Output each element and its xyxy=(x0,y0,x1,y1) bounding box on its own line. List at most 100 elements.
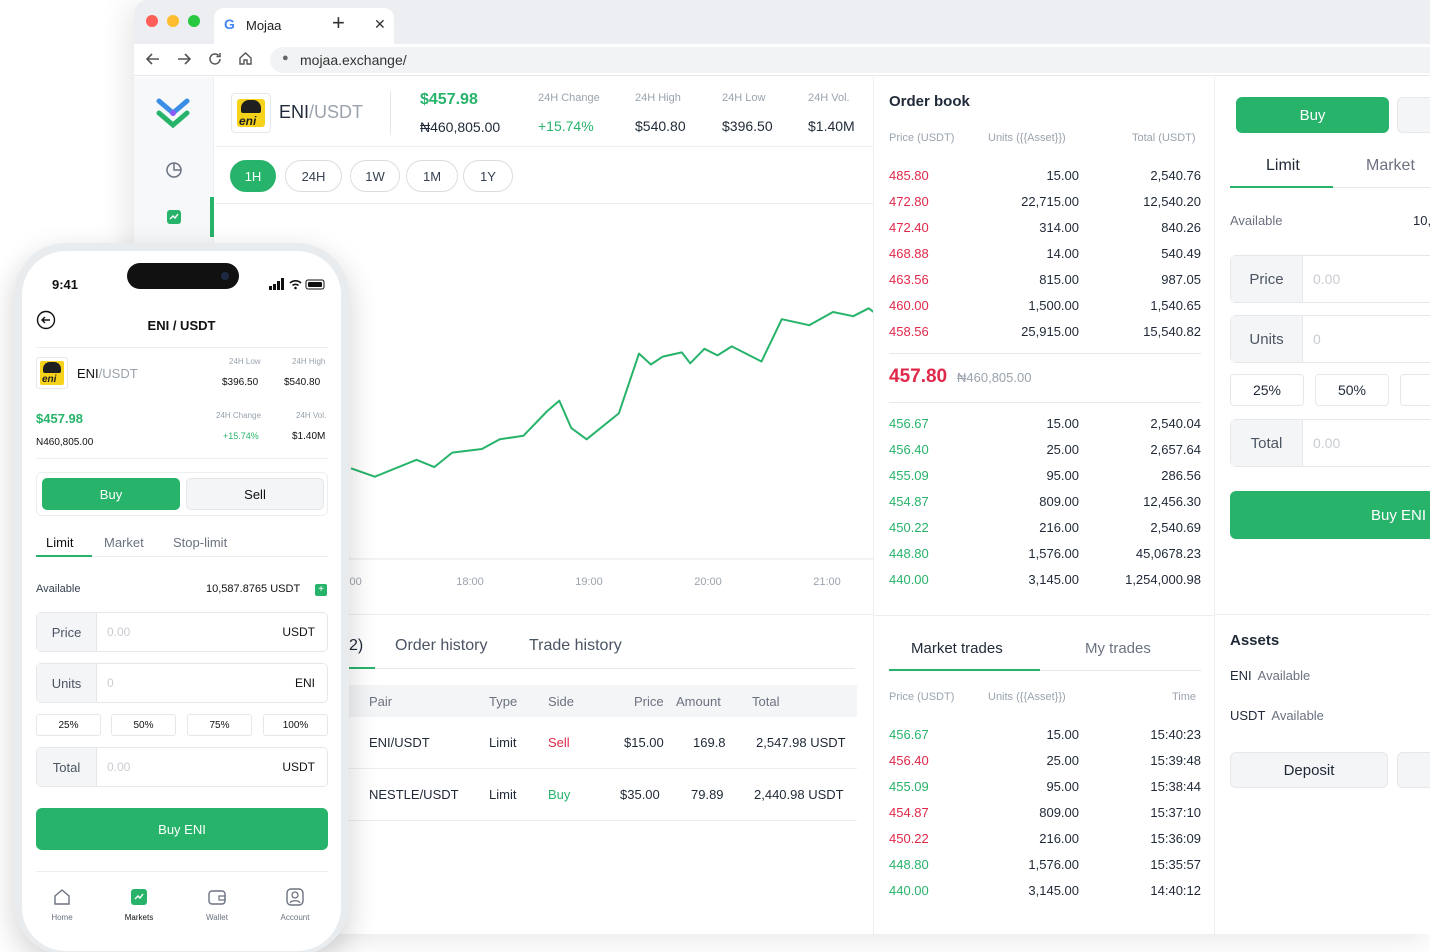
order-book: Order book Price (USDT) Units ({{Asset}}… xyxy=(873,77,1215,615)
portfolio-pie-icon[interactable] xyxy=(164,160,184,180)
url-field[interactable]: ● mojaa.exchange/ xyxy=(270,47,1430,73)
browser-tab[interactable]: G Mojaa ✕ xyxy=(214,8,394,44)
price-field[interactable]: Price 0.00 xyxy=(1230,255,1430,303)
tab-market[interactable]: Market xyxy=(1366,157,1415,174)
bid-row[interactable]: 440.00 3,145.00 1,254,000.98 xyxy=(889,567,1201,593)
tab-market-trades[interactable]: Market trades xyxy=(911,640,1003,657)
eni-logo-icon: eni xyxy=(36,357,68,389)
nav-account[interactable]: Account xyxy=(265,887,325,922)
cell-price: 472.80 xyxy=(889,194,929,209)
total-field[interactable]: Total 0.00 xyxy=(1230,419,1430,467)
forward-arrow-icon[interactable] xyxy=(177,52,191,66)
status-icons xyxy=(269,278,325,290)
sell-toggle-button[interactable] xyxy=(1397,97,1430,133)
buy-toggle-button[interactable]: Buy xyxy=(1236,97,1389,133)
percent-50-button[interactable]: 50% xyxy=(1315,374,1389,406)
page-title: ENI / USDT xyxy=(147,318,216,333)
sell-toggle-button[interactable]: Sell xyxy=(186,478,324,510)
bid-row[interactable]: 454.87 809.00 12,456.30 xyxy=(889,489,1201,515)
withdraw-button[interactable] xyxy=(1397,752,1430,788)
percent-25-button[interactable]: 25% xyxy=(36,714,101,736)
timeframe-1w[interactable]: 1W xyxy=(350,160,400,192)
reload-icon[interactable] xyxy=(208,52,222,66)
back-arrow-icon[interactable] xyxy=(36,310,56,330)
x-tick-label: 21:00 xyxy=(813,576,841,588)
percent-50-button[interactable]: 50% xyxy=(111,714,176,736)
tab-my-trades[interactable]: My trades xyxy=(1085,640,1151,657)
total-label: Total xyxy=(37,748,97,786)
percent-75-button[interactable]: 7 xyxy=(1400,374,1430,406)
trade-row[interactable]: 455.09 95.00 15:38:44 xyxy=(889,774,1201,800)
buy-eni-button[interactable]: Buy ENI xyxy=(36,808,328,850)
low-label: 24H Low xyxy=(229,357,261,366)
nav-wallet[interactable]: Wallet xyxy=(187,887,247,922)
markets-chart-icon[interactable] xyxy=(164,207,184,227)
table-row[interactable]: NESTLE/USDT Limit Buy $35.00 79.89 2,440… xyxy=(335,769,857,821)
ask-row[interactable]: 460.00 1,500.00 1,540.65 xyxy=(889,293,1201,319)
tab-market[interactable]: Market xyxy=(104,535,144,550)
trade-row[interactable]: 450.22 216.00 15:36:09 xyxy=(889,826,1201,852)
cell-units: 1,576.00 xyxy=(1028,546,1079,561)
nav-home[interactable]: Home xyxy=(32,887,92,922)
high-label: 24H High xyxy=(292,357,326,366)
minimize-window-dot[interactable] xyxy=(167,15,179,27)
timeframe-1y[interactable]: 1Y xyxy=(463,160,513,192)
home-icon[interactable] xyxy=(238,51,253,66)
deposit-button[interactable]: Deposit xyxy=(1230,752,1388,788)
bid-row[interactable]: 456.67 15.00 2,540.04 xyxy=(889,411,1201,437)
buy-eni-button[interactable]: Buy ENI xyxy=(1230,491,1430,539)
buy-toggle-button[interactable]: Buy xyxy=(42,478,180,510)
close-tab-icon[interactable]: ✕ xyxy=(374,16,386,32)
cell-price: 456.67 xyxy=(889,727,929,742)
ask-row[interactable]: 458.56 25,915.00 15,540.82 xyxy=(889,319,1201,345)
tab-order-history[interactable]: Order history xyxy=(395,637,488,654)
timeframe-24h[interactable]: 24H xyxy=(285,160,342,192)
add-funds-icon[interactable]: + xyxy=(315,584,327,596)
phone-mockup: 9:41 ENI / USDT eni ENI/USDT 24H Low $39… xyxy=(14,243,349,952)
bid-row[interactable]: 448.80 1,576.00 45,0678.23 xyxy=(889,541,1201,567)
ask-row[interactable]: 472.40 314.00 840.26 xyxy=(889,215,1201,241)
cell-price: 448.80 xyxy=(889,546,929,561)
tab-limit[interactable]: Limit xyxy=(46,535,74,550)
timeframe-1m[interactable]: 1M xyxy=(406,160,458,192)
bid-row[interactable]: 455.09 95.00 286.56 xyxy=(889,463,1201,489)
total-label: Total xyxy=(1231,420,1303,466)
tab-title: Mojaa xyxy=(246,18,282,33)
trade-row[interactable]: 448.80 1,576.00 15:35:57 xyxy=(889,852,1201,878)
trade-row[interactable]: 454.87 809.00 15:37:10 xyxy=(889,800,1201,826)
close-window-dot[interactable] xyxy=(146,15,158,27)
cell-units: 25,915.00 xyxy=(1021,324,1079,339)
back-arrow-icon[interactable] xyxy=(146,52,160,66)
last-trade-price-ngn: ₦460,805.00 xyxy=(957,370,1032,385)
trade-row[interactable]: 440.00 3,145.00 14:40:12 xyxy=(889,878,1201,904)
cell-total: 15,540.82 xyxy=(1143,324,1201,339)
maximize-window-dot[interactable] xyxy=(188,15,200,27)
bid-row[interactable]: 456.40 25.00 2,657.64 xyxy=(889,437,1201,463)
ask-row[interactable]: 468.88 14.00 540.49 xyxy=(889,241,1201,267)
new-tab-button[interactable]: + xyxy=(332,10,345,35)
tab-open-orders[interactable]: 2) xyxy=(349,637,364,654)
tab-trade-history[interactable]: Trade history xyxy=(529,637,622,654)
table-row[interactable]: ENI/USDT Limit Sell $15.00 169.8 2,547.9… xyxy=(335,717,857,769)
last-price: $457.98 xyxy=(420,91,478,108)
trade-row[interactable]: 456.67 15.00 15:40:23 xyxy=(889,722,1201,748)
timeframe-1h[interactable]: 1H xyxy=(230,160,276,192)
percent-100-button[interactable]: 100% xyxy=(263,714,328,736)
tab-limit[interactable]: Limit xyxy=(1266,157,1300,174)
cell-time: 14:40:12 xyxy=(1150,883,1201,898)
percent-75-button[interactable]: 75% xyxy=(187,714,252,736)
ask-row[interactable]: 485.80 15.00 2,540.76 xyxy=(889,163,1201,189)
nav-markets[interactable]: Markets xyxy=(109,887,169,922)
price-field[interactable]: Price 0.00 USDT xyxy=(36,612,328,652)
total-field[interactable]: Total 0.00 USDT xyxy=(36,747,328,787)
bid-row[interactable]: 450.22 216.00 2,540.69 xyxy=(889,515,1201,541)
trade-row[interactable]: 456.40 25.00 15:39:48 xyxy=(889,748,1201,774)
tab-stop-limit[interactable]: Stop-limit xyxy=(173,535,228,550)
cell-time: 15:36:09 xyxy=(1150,831,1201,846)
units-field[interactable]: Units 0 ENI xyxy=(36,663,328,703)
units-field[interactable]: Units 0 xyxy=(1230,315,1430,363)
cell-side: Buy xyxy=(548,787,571,802)
percent-25-button[interactable]: 25% xyxy=(1230,374,1304,406)
ask-row[interactable]: 472.80 22,715.00 12,540.20 xyxy=(889,189,1201,215)
ask-row[interactable]: 463.56 815.00 987.05 xyxy=(889,267,1201,293)
